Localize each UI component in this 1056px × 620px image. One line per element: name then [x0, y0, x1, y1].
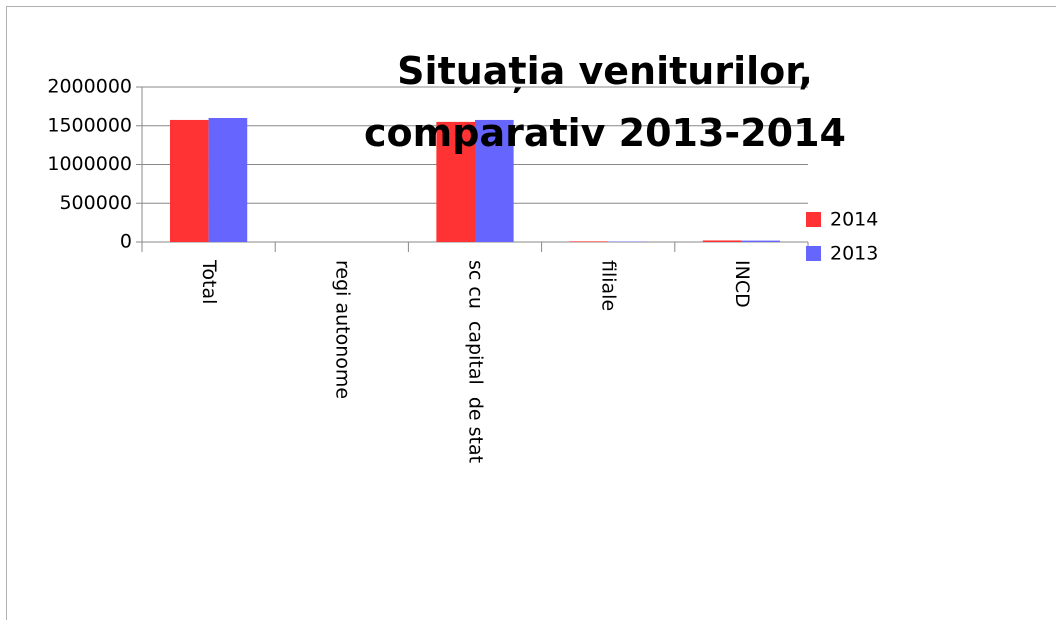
chart-title: Situația veniturilor, comparativ 2013-20…: [364, 49, 846, 155]
x-tick-label: Total: [198, 259, 220, 304]
y-tick-label: 1000000: [47, 153, 132, 175]
x-tick-label: sc cu capital de stat: [465, 260, 487, 463]
y-tick-label: 1500000: [47, 114, 132, 136]
bar: [208, 118, 248, 242]
x-tick-label: filiale: [598, 260, 620, 311]
x-tick-label: INCD: [731, 260, 753, 308]
legend-label: 2014: [830, 209, 878, 231]
y-tick-label: 2000000: [47, 76, 132, 98]
bar: [702, 240, 742, 242]
x-tick-label: regi autonome: [331, 260, 353, 399]
legend-swatch: [806, 212, 821, 227]
bar: [741, 240, 781, 242]
legend-swatch: [806, 246, 821, 261]
bar: [169, 119, 209, 242]
legend-label: 2013: [830, 243, 878, 265]
y-tick-label: 0: [120, 231, 132, 253]
bar: [475, 119, 514, 242]
bar: [569, 241, 609, 242]
y-tick-label: 500000: [59, 192, 132, 214]
chart-border: [6, 6, 1056, 620]
bar: [436, 121, 475, 242]
